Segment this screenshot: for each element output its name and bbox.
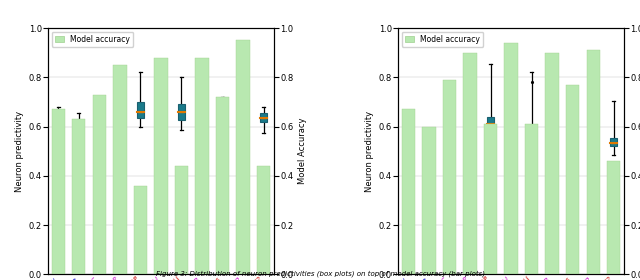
Bar [137,102,144,118]
Bar [590,140,596,149]
Bar [72,119,86,274]
Bar [154,58,168,274]
Y-axis label: Neuron predictivity: Neuron predictivity [15,111,24,192]
Bar [549,141,556,150]
Bar [199,117,205,129]
Bar [508,140,515,149]
Bar [504,43,518,274]
Bar [93,95,106,274]
Bar [467,117,473,128]
Bar [260,113,267,122]
Bar [484,124,497,274]
Bar [545,53,559,274]
Bar [405,141,412,150]
Bar [116,111,123,120]
Bar [607,161,620,274]
Bar [236,40,250,274]
Bar [134,186,147,274]
Bar [528,140,535,149]
Text: Figure 3: Distribution of neuron predictivities (box plots) on top of model accu: Figure 3: Distribution of neuron predict… [156,270,484,277]
Bar [570,140,576,149]
Y-axis label: Neuron predictivity: Neuron predictivity [365,111,374,192]
Bar [55,116,61,130]
Bar [216,97,229,274]
Bar [463,53,477,274]
Bar [422,127,436,274]
Bar [446,117,452,129]
Bar [178,104,185,120]
Legend: Model accuracy: Model accuracy [402,32,483,47]
Bar [257,166,270,274]
Bar [240,111,246,120]
Bar [157,115,164,136]
Bar [426,145,432,152]
Bar [220,115,226,124]
Bar [195,58,209,274]
Bar [113,65,127,274]
Bar [96,115,102,123]
Bar [487,117,494,129]
Bar [76,123,82,135]
Legend: Model accuracy: Model accuracy [52,32,133,47]
Bar [611,138,617,146]
Y-axis label: Model Accuracy: Model Accuracy [298,118,307,185]
Bar [402,109,415,274]
Bar [443,80,456,274]
Bar [175,166,188,274]
Bar [525,124,538,274]
Bar [52,109,65,274]
Bar [566,85,579,274]
Bar [586,50,600,274]
